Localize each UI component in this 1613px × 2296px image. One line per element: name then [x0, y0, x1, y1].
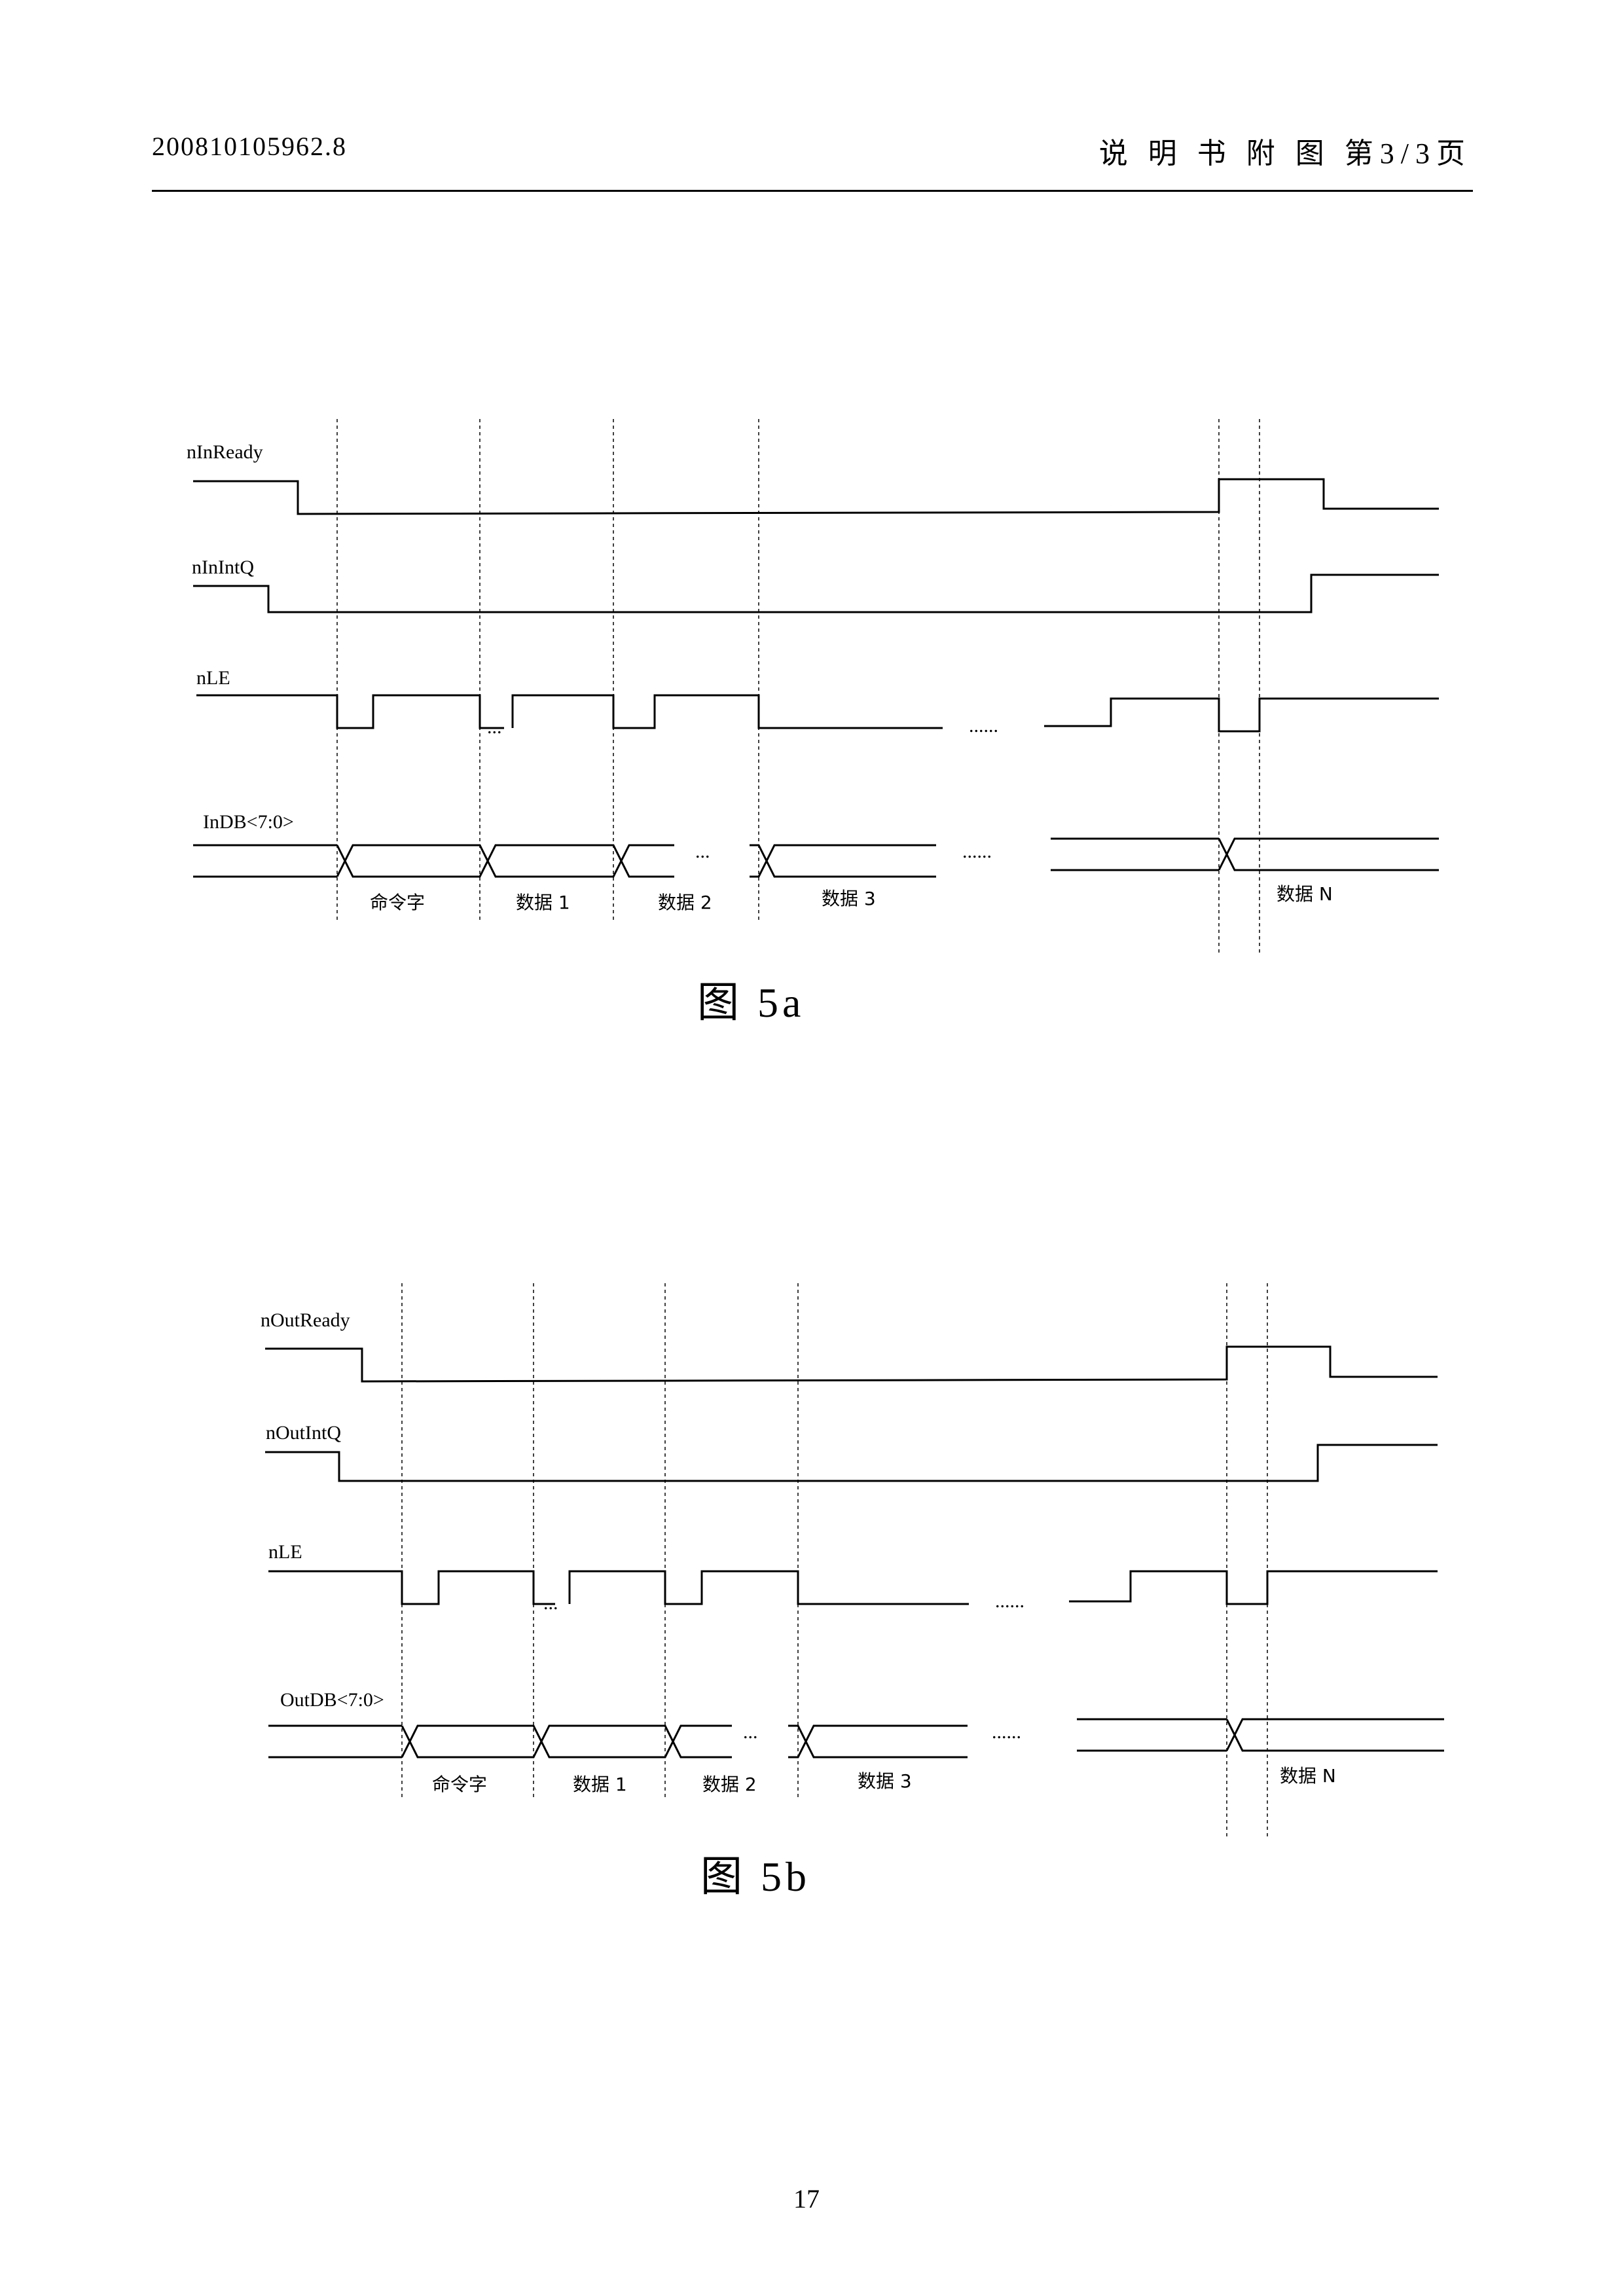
ellipsis-long: ......	[992, 1721, 1021, 1743]
ellipsis-short: ...	[695, 841, 710, 862]
figure-caption-5b: 图 5b	[700, 1843, 810, 1903]
ready-waveform	[193, 479, 1439, 514]
ellipsis-long: ......	[969, 715, 998, 737]
page-header-title: 说 明 书 附 图 第3/3页	[1099, 130, 1472, 172]
signal-label-intq: nInIntQ	[192, 556, 254, 578]
le-waveform	[196, 695, 504, 728]
segment-label: 数据 N	[1280, 1765, 1336, 1787]
guide-lines	[337, 419, 1260, 956]
segment-label: 命令字	[432, 1774, 487, 1795]
segment-label: 数据 3	[822, 888, 876, 909]
segment-label: 命令字	[370, 892, 425, 913]
segment-label: 数据 2	[702, 1774, 757, 1795]
le-waveform	[268, 1571, 555, 1604]
timing-diagram-5b: nOutReady nOutIntQ nLE OutDB<7:0> ... ..…	[0, 1277, 1613, 1853]
intq-waveform	[193, 575, 1439, 612]
signal-label-le: nLE	[268, 1541, 302, 1563]
ellipsis-short: ...	[487, 716, 502, 738]
signal-label-db: InDB<7:0>	[203, 811, 294, 833]
ellipsis-short: ...	[543, 1592, 558, 1614]
ellipsis-short: ...	[743, 1721, 758, 1743]
segment-label: 数据 2	[658, 892, 712, 913]
signal-label-intq: nOutIntQ	[266, 1422, 341, 1444]
signal-label-le: nLE	[196, 667, 230, 689]
segment-label: 数据 1	[516, 892, 570, 913]
segment-label: 数据 3	[858, 1770, 912, 1792]
ellipsis-long: ......	[962, 841, 992, 862]
page-number: 17	[0, 2183, 1613, 2214]
segment-label: 数据 N	[1277, 883, 1333, 905]
figure-caption-5a: 图 5a	[697, 969, 805, 1029]
ready-waveform	[265, 1347, 1438, 1381]
segment-label: 数据 1	[573, 1774, 627, 1795]
timing-diagram-5a: nInReady nInIntQ nLE InDB<7:0> ... .....…	[0, 412, 1613, 975]
intq-waveform	[265, 1445, 1438, 1481]
db-bus-waveform	[193, 839, 1439, 877]
application-number: 200810105962.8	[152, 131, 347, 162]
ellipsis-long: ......	[995, 1590, 1024, 1612]
signal-label-ready: nOutReady	[261, 1309, 350, 1331]
header-rule	[152, 190, 1473, 192]
signal-label-ready: nInReady	[187, 441, 263, 463]
signal-label-db: OutDB<7:0>	[280, 1689, 384, 1711]
